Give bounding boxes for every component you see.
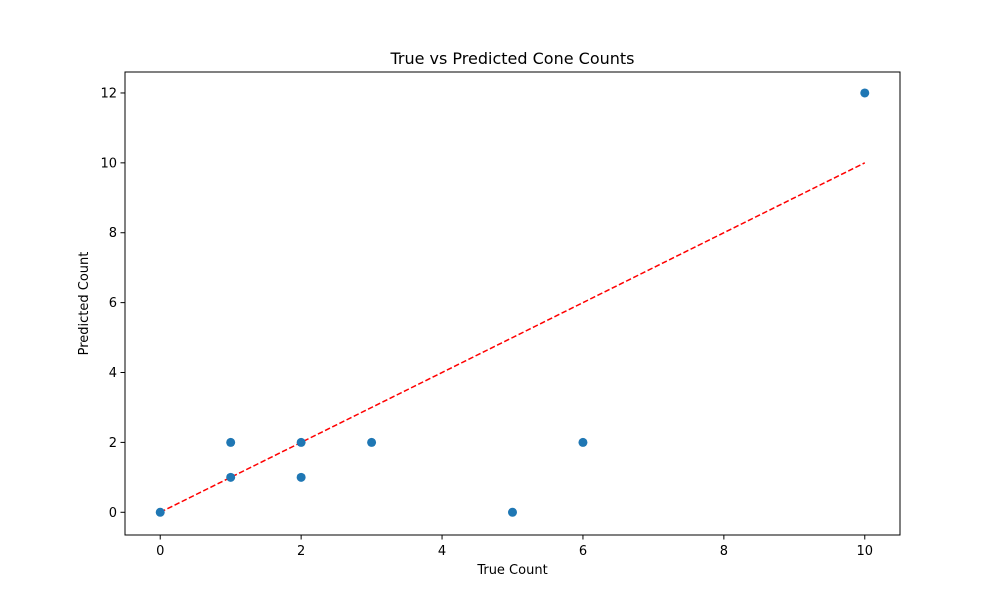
data-point: [367, 437, 377, 447]
x-tick-label: 10: [856, 544, 873, 559]
data-point: [860, 88, 870, 98]
data-point: [155, 507, 165, 517]
x-tick-label: 8: [720, 544, 728, 559]
reference-line-layer: [159, 162, 866, 513]
y-tick-label: 6: [109, 296, 117, 311]
plot-area: [124, 71, 901, 536]
x-tick-label: 2: [297, 544, 305, 559]
chart-title: True vs Predicted Cone Counts: [389, 49, 634, 68]
y-tick-label: 10: [100, 156, 117, 171]
axes-frame: [124, 71, 901, 536]
y-axis-ticks: 0 2 4 6 8 10 12: [100, 86, 125, 521]
data-point: [508, 507, 517, 517]
x-tick-label: 0: [156, 544, 164, 559]
reference-line: [159, 162, 866, 513]
y-tick-label: 0: [109, 506, 117, 521]
x-tick-label: 4: [438, 544, 446, 559]
y-axis-label: Predicted Count: [77, 252, 92, 356]
data-point: [226, 472, 236, 482]
x-tick-label: 6: [579, 544, 587, 559]
y-tick-label: 4: [109, 366, 117, 381]
data-points: [155, 88, 870, 517]
y-tick-label: 8: [109, 226, 117, 241]
y-tick-label: 12: [100, 86, 117, 101]
data-point: [296, 437, 306, 447]
data-point: [296, 472, 306, 482]
x-axis-label: True Count: [476, 563, 547, 578]
data-point: [226, 437, 236, 447]
y-tick-label: 2: [109, 436, 117, 451]
data-point: [578, 437, 588, 447]
x-axis-ticks: 0 2 4 6 8 10: [156, 535, 873, 559]
